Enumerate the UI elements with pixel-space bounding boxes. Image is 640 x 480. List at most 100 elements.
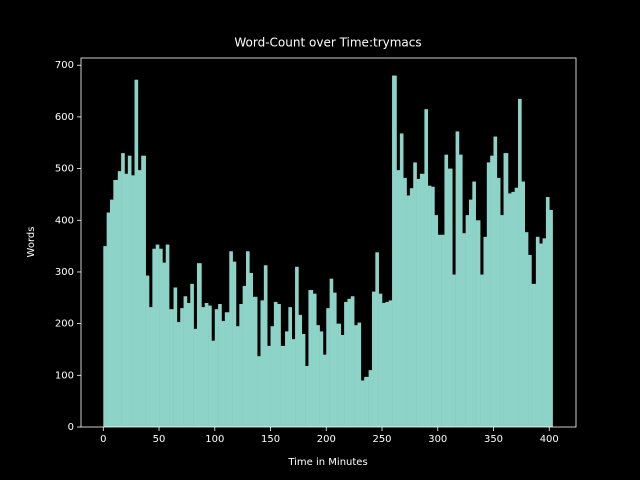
bar	[468, 199, 473, 427]
bar	[542, 238, 547, 427]
axes-frame	[80, 57, 577, 428]
bar	[152, 248, 156, 427]
bar	[462, 233, 466, 427]
bar	[483, 236, 488, 427]
bar	[239, 304, 243, 427]
bar	[176, 322, 181, 427]
bar	[455, 131, 460, 428]
y-tick-label: 200	[55, 319, 74, 330]
x-tick-label: 350	[484, 434, 503, 445]
bar	[106, 212, 111, 427]
bar	[319, 331, 324, 427]
bar	[424, 109, 429, 427]
bar	[378, 293, 383, 427]
bar	[458, 154, 463, 427]
bar	[431, 186, 435, 427]
bar	[252, 296, 258, 427]
y-tick-label: 100	[55, 370, 74, 381]
bar	[103, 246, 107, 427]
bar	[113, 179, 119, 427]
bar	[134, 79, 139, 428]
y-tick-label: 500	[55, 164, 74, 175]
bar	[162, 262, 167, 427]
bar	[263, 265, 268, 427]
bar	[452, 274, 456, 427]
bar	[549, 209, 553, 427]
bar	[514, 187, 519, 427]
bar	[298, 314, 303, 427]
bar	[434, 215, 439, 427]
bar	[486, 162, 491, 427]
bar	[312, 293, 317, 427]
x-tick-label: 300	[428, 434, 447, 445]
bar	[186, 302, 191, 427]
bar	[392, 75, 397, 428]
bar	[416, 178, 421, 427]
bar	[518, 98, 522, 427]
bar	[155, 244, 160, 427]
bar	[180, 308, 184, 427]
bar	[260, 300, 265, 427]
bar	[232, 261, 237, 427]
bar	[344, 301, 348, 427]
bar	[419, 173, 425, 427]
bar	[141, 155, 146, 428]
bar	[507, 193, 512, 427]
y-axis-label: Words	[26, 227, 37, 258]
bar	[545, 197, 550, 427]
bar	[267, 345, 271, 427]
bar	[183, 296, 188, 427]
bar	[295, 266, 299, 427]
bar	[399, 133, 404, 427]
bar	[235, 326, 240, 427]
bar	[249, 272, 253, 427]
bar	[406, 195, 411, 427]
bar	[388, 300, 393, 427]
bar	[280, 345, 286, 427]
bar	[316, 325, 320, 427]
y-tick-label: 300	[55, 267, 74, 278]
bar	[332, 292, 337, 427]
bar	[127, 155, 132, 428]
bar	[190, 283, 194, 427]
bar	[524, 232, 529, 427]
x-tick-label: 200	[317, 434, 336, 445]
bar	[285, 331, 289, 427]
chart-title: Word-Count over Time:trymacs	[234, 36, 421, 50]
bar	[242, 285, 247, 427]
y-tick-label: 400	[55, 215, 74, 226]
bar	[521, 181, 526, 427]
bar	[109, 199, 114, 427]
bar	[475, 220, 481, 427]
bar	[528, 254, 532, 427]
bar	[277, 304, 281, 427]
bar	[273, 301, 278, 427]
bar	[169, 309, 174, 427]
bar	[396, 170, 401, 427]
bar	[117, 171, 122, 427]
bar	[493, 136, 498, 427]
bar	[137, 170, 142, 427]
bar	[437, 234, 442, 427]
bar	[347, 298, 352, 427]
bar	[447, 168, 453, 428]
bar	[472, 181, 476, 427]
bar	[224, 312, 230, 427]
bar	[441, 234, 445, 427]
bar	[214, 309, 219, 427]
x-tick-label: 250	[372, 434, 391, 445]
bar	[500, 215, 504, 427]
bar	[201, 307, 206, 427]
bar	[301, 333, 306, 427]
bar	[354, 325, 358, 427]
bar	[291, 339, 296, 427]
x-axis-label: Time in Minutes	[287, 457, 367, 468]
bar	[360, 380, 365, 427]
bar	[221, 321, 226, 427]
bar	[403, 177, 407, 427]
x-tick-label: 150	[261, 434, 280, 445]
bar	[193, 328, 198, 427]
bar	[375, 252, 379, 427]
bar	[480, 274, 484, 427]
